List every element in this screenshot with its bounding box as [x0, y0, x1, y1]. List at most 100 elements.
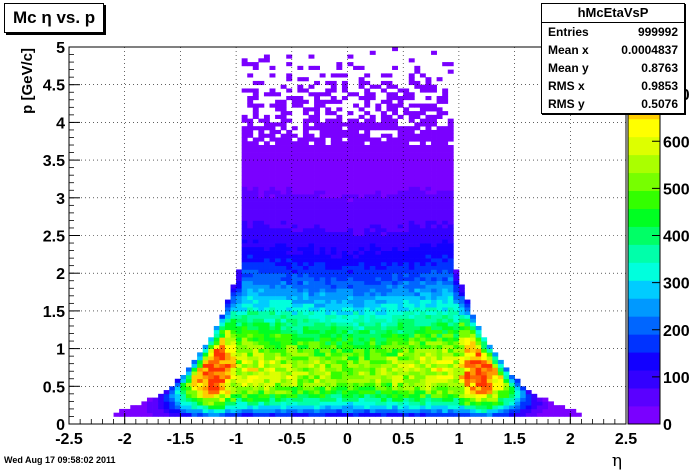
- heatmap-cell: [403, 261, 410, 267]
- heatmap-cell: [403, 288, 410, 293]
- heatmap-cell: [230, 393, 237, 398]
- y-tick-label: 0: [56, 417, 65, 434]
- heatmap-cell: [319, 239, 326, 244]
- heatmap-cell: [258, 393, 265, 398]
- heatmap-cell: [397, 322, 404, 327]
- heatmap-cell: [364, 231, 371, 236]
- heatmap-cell: [497, 382, 504, 387]
- heatmap-cell: [252, 352, 259, 357]
- heatmap-cell: [269, 397, 276, 402]
- heatmap-cell: [319, 261, 326, 267]
- heatmap-cell: [219, 397, 226, 402]
- heatmap-cell: [219, 333, 226, 338]
- heatmap-cell: [358, 205, 365, 210]
- heatmap-cell: [403, 318, 410, 323]
- heatmap-cell: [286, 390, 293, 395]
- heatmap-cell: [291, 163, 298, 168]
- heatmap-cell: [263, 390, 270, 395]
- heatmap-cell: [380, 246, 387, 251]
- heatmap-cell: [403, 405, 410, 410]
- heatmap-cell: [414, 231, 421, 236]
- palette-swatch: [628, 118, 660, 138]
- heatmap-cell: [464, 318, 471, 323]
- heatmap-cell: [414, 348, 421, 353]
- heatmap-cell: [247, 254, 254, 259]
- heatmap-cell: [286, 299, 293, 304]
- heatmap-cell: [364, 209, 371, 214]
- heatmap-cell: [397, 307, 404, 312]
- heatmap-cell: [286, 261, 293, 267]
- heatmap-cell: [425, 197, 432, 202]
- heatmap-cell: [280, 246, 287, 251]
- heatmap-cell: [397, 265, 404, 270]
- heatmap-cell: [325, 227, 332, 233]
- heatmap-cell: [291, 393, 298, 398]
- heatmap-cell: [247, 329, 254, 334]
- heatmap-cell: [358, 65, 365, 70]
- heatmap-cell: [347, 295, 354, 300]
- heatmap-cell: [314, 280, 320, 285]
- heatmap-cell: [308, 303, 315, 308]
- heatmap-cell: [241, 374, 248, 380]
- heatmap-cell: [291, 412, 298, 417]
- heatmap-cell: [319, 405, 326, 410]
- heatmap-cell: [330, 231, 337, 236]
- heatmap-cell: [252, 412, 259, 417]
- heatmap-cell: [425, 231, 432, 236]
- heatmap-cell: [219, 363, 226, 368]
- heatmap-cell: [291, 156, 298, 161]
- y-tick-label: 3: [56, 191, 65, 208]
- heatmap-cell: [447, 374, 454, 380]
- heatmap-cell: [330, 337, 337, 342]
- heatmap-cell: [319, 246, 326, 251]
- heatmap-cell: [392, 96, 398, 101]
- heatmap-cell: [280, 397, 287, 402]
- heatmap-cell: [258, 356, 265, 361]
- heatmap-cell: [464, 303, 471, 308]
- heatmap-cell: [380, 212, 387, 217]
- heatmap-cell: [380, 197, 387, 202]
- heatmap-cell: [380, 341, 387, 346]
- heatmap-cell: [263, 216, 270, 221]
- heatmap-cell: [425, 114, 432, 119]
- heatmap-cell: [358, 167, 365, 172]
- heatmap-cell: [425, 371, 432, 376]
- heatmap-cell: [380, 88, 387, 93]
- heatmap-cell: [431, 145, 437, 150]
- heatmap-cell: [230, 348, 237, 353]
- heatmap-cell: [436, 254, 443, 259]
- heatmap-cell: [419, 348, 426, 353]
- heatmap-cell: [414, 212, 421, 217]
- heatmap-cell: [258, 371, 265, 376]
- heatmap-cell: [241, 175, 248, 180]
- heatmap-cell: [325, 197, 332, 202]
- heatmap-cell: [497, 386, 504, 391]
- heatmap-cell: [431, 182, 437, 187]
- heatmap-cell: [431, 318, 437, 323]
- heatmap-cell: [314, 318, 320, 323]
- heatmap-cell: [236, 344, 243, 349]
- heatmap-cell: [314, 80, 320, 86]
- heatmap-cell: [397, 250, 404, 255]
- heatmap-cell: [330, 216, 337, 221]
- heatmap-cell: [241, 250, 248, 255]
- heatmap-cell: [241, 212, 248, 217]
- heatmap-cell: [230, 344, 237, 349]
- heatmap-cell: [364, 156, 371, 161]
- heatmap-cell: [247, 96, 254, 101]
- heatmap-cell: [236, 269, 243, 274]
- heatmap-cell: [353, 401, 359, 406]
- heatmap-cell: [252, 220, 259, 225]
- heatmap-cell: [308, 397, 315, 402]
- heatmap-cell: [408, 224, 415, 229]
- heatmap-cell: [202, 382, 209, 387]
- heatmap-cell: [380, 145, 387, 150]
- heatmap-cell: [358, 231, 365, 236]
- heatmap-cell: [470, 371, 476, 376]
- heatmap-cell: [247, 378, 254, 383]
- heatmap-cell: [263, 224, 270, 229]
- heatmap-cell: [431, 246, 437, 251]
- heatmap-cell: [263, 197, 270, 202]
- heatmap-cell: [380, 318, 387, 323]
- heatmap-cell: [364, 103, 371, 108]
